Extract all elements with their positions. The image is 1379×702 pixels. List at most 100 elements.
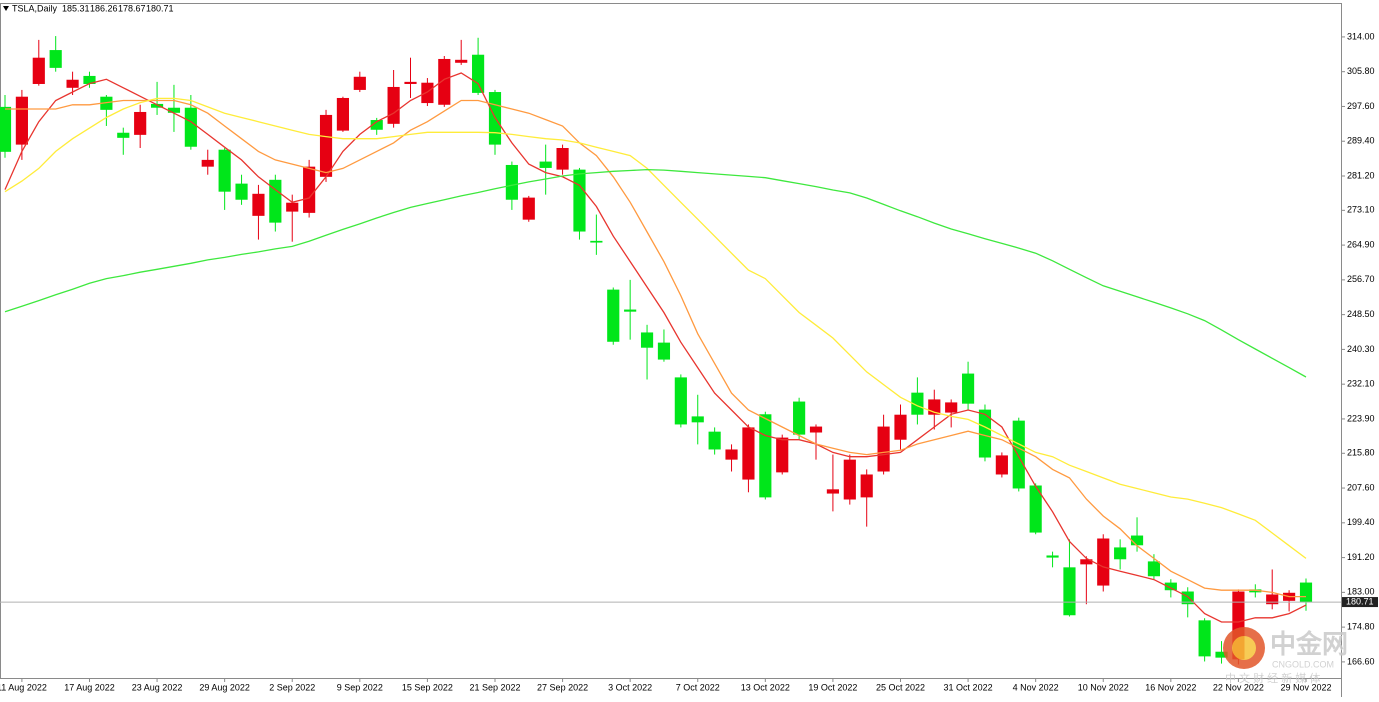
header-open: 185.31	[62, 3, 90, 13]
x-tick-label: 19 Oct 2022	[808, 682, 857, 692]
candle-body	[269, 179, 282, 223]
y-tick-label: 256.70	[1347, 274, 1375, 284]
y-tick-label: 207.60	[1347, 482, 1375, 492]
candle-body	[809, 426, 823, 433]
y-tick-label: 297.60	[1347, 101, 1375, 111]
candle-body	[1266, 594, 1279, 605]
candle-body	[49, 50, 62, 68]
candle-body	[0, 106, 12, 152]
marks	[0, 36, 1313, 665]
x-tick-label: 13 Oct 2022	[741, 682, 790, 692]
y-tick-label: 248.50	[1347, 309, 1375, 319]
x-tick-label: 9 Sep 2022	[337, 682, 383, 692]
menu-arrow[interactable]	[3, 6, 9, 11]
x-tick-label: 21 Sep 2022	[469, 682, 520, 692]
candle-body	[319, 114, 333, 177]
x-tick-label: 15 Sep 2022	[402, 682, 453, 692]
x-tick-label: 10 Nov 2022	[1078, 682, 1129, 692]
candle-body	[1164, 582, 1177, 591]
candle-body	[607, 289, 620, 342]
x-tick-label: 2 Sep 2022	[269, 682, 315, 692]
x-tick-label: 25 Oct 2022	[876, 682, 925, 692]
y-tick-label: 281.20	[1347, 170, 1375, 180]
candle-body	[117, 132, 130, 138]
candle-body	[66, 79, 79, 88]
candle-body	[640, 332, 654, 348]
candle-body	[657, 342, 671, 360]
x-tick-label: 7 Oct 2022	[676, 682, 720, 692]
candle-body	[218, 149, 231, 192]
candle-body	[624, 309, 637, 312]
candle-body	[303, 166, 316, 213]
x-tick-label: 3 Oct 2022	[608, 682, 652, 692]
candle-body	[590, 240, 603, 243]
x-tick-label: 31 Oct 2022	[944, 682, 993, 692]
candle-body	[1249, 589, 1262, 593]
candle-body	[32, 57, 45, 84]
candle-body	[556, 148, 569, 170]
candle-body	[201, 159, 214, 167]
y-tick-label: 240.30	[1347, 344, 1375, 354]
candle-body	[826, 489, 839, 494]
x-tick-label: 22 Nov 2022	[1213, 682, 1264, 692]
y-tick-label: 314.00	[1347, 31, 1375, 41]
last-price-label: 180.71	[1346, 596, 1374, 606]
header-close: 180.71	[146, 3, 174, 13]
candle-body	[1097, 538, 1110, 586]
y-tick-label: 166.60	[1347, 656, 1375, 666]
candle-body	[83, 75, 96, 84]
candle-body	[742, 427, 755, 480]
candle-body	[961, 373, 975, 404]
candle-body	[1198, 620, 1211, 657]
candle-body	[455, 59, 468, 63]
candle-body	[505, 164, 518, 200]
candle-body	[1046, 555, 1059, 558]
chart-title: TSLA,Daily	[12, 3, 58, 13]
candle-body	[995, 455, 1008, 475]
watermark-logo: 中金网	[1270, 629, 1348, 659]
y-tick-label: 289.40	[1347, 136, 1375, 146]
candle-body	[776, 437, 789, 473]
logo-inner	[1232, 636, 1256, 660]
x-tick-label: 29 Aug 2022	[199, 682, 250, 692]
y-tick-label: 191.20	[1347, 552, 1375, 562]
candle-body	[387, 86, 400, 124]
candle-body	[150, 103, 164, 108]
x-tick-label: 23 Aug 2022	[132, 682, 183, 692]
x-tick-label: 16 Nov 2022	[1145, 682, 1196, 692]
candle-body	[759, 414, 772, 498]
header-high: 186.26	[90, 3, 118, 13]
candle-body	[1012, 420, 1025, 489]
candle-body	[252, 193, 265, 216]
moving-average	[4, 72, 1307, 623]
candle-body	[235, 183, 248, 200]
candle-body	[860, 474, 873, 498]
y-tick-label: 273.10	[1347, 205, 1375, 215]
plot-frame	[0, 3, 1342, 679]
header-low: 178.67	[118, 3, 146, 13]
candle-body	[1029, 485, 1042, 533]
candle-body	[184, 107, 197, 147]
candle-body	[894, 414, 907, 440]
y-tick-label: 199.40	[1347, 517, 1375, 527]
candle-body	[15, 96, 28, 145]
candle-body	[708, 431, 721, 450]
candle-body	[1063, 567, 1076, 616]
watermark: 中金网 CNGOLD.COM 中 文 财 经 新 媒 体	[1223, 627, 1348, 685]
candle-body	[421, 82, 434, 104]
candle-body	[725, 449, 738, 460]
candle-body	[1130, 535, 1144, 546]
last-price-box	[1342, 597, 1378, 608]
candle-body	[843, 459, 856, 500]
candle-body	[522, 197, 535, 220]
candle-body	[1215, 651, 1228, 658]
candle-body	[286, 202, 299, 212]
y-tick-label: 305.80	[1347, 66, 1375, 76]
candle-body	[945, 402, 958, 413]
candle-body	[438, 58, 451, 105]
x-tick-label: 27 Sep 2022	[537, 682, 588, 692]
y-tick-label: 183.00	[1347, 587, 1375, 597]
candle-body	[1080, 559, 1093, 565]
